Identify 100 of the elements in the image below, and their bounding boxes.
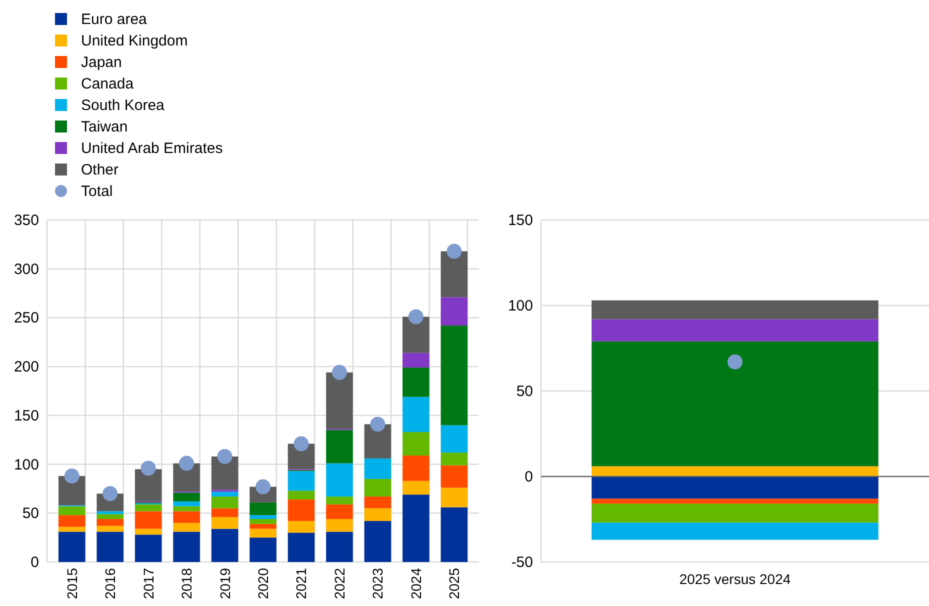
bar: [58, 506, 86, 516]
bar: [96, 514, 124, 520]
bar: [592, 504, 878, 523]
bar: [211, 528, 238, 562]
bar: [326, 532, 353, 562]
y-tick-label: 250: [14, 310, 39, 327]
bar: [173, 511, 200, 523]
bar: [592, 522, 878, 540]
bar: [96, 526, 124, 532]
y-tick-label: 350: [14, 212, 39, 229]
bar: [173, 501, 200, 506]
legend-label: Taiwan: [81, 118, 128, 136]
x-tick-label: 2016: [102, 568, 118, 600]
legend-label: Japan: [81, 54, 122, 71]
y-tick-label: 150: [14, 407, 39, 424]
x-tick-label: 2024: [408, 568, 424, 600]
bar: [592, 300, 878, 320]
y-tick-label: 100: [508, 298, 533, 314]
bar: [326, 372, 353, 430]
bar: [211, 492, 238, 497]
bar: [250, 502, 276, 516]
bar: [440, 507, 468, 562]
bar: [173, 522, 200, 532]
x-tick-label: 2017: [140, 568, 156, 600]
x-tick-label: 2015: [64, 568, 80, 600]
bar: [364, 496, 392, 508]
bar: [250, 515, 276, 520]
legend-label: South Korea: [81, 97, 166, 114]
bar: [250, 519, 276, 524]
y-tick-label: 200: [14, 358, 39, 376]
bar: [402, 432, 430, 456]
x-tick-label: 2021: [293, 568, 310, 600]
y-tick-label: -50: [511, 554, 533, 571]
legend-label: Canada: [81, 76, 134, 92]
bar: [134, 534, 162, 562]
bar: [592, 476, 878, 499]
bar: [58, 515, 86, 527]
bar: [211, 517, 238, 529]
bar: [440, 251, 468, 298]
bar: [440, 452, 468, 466]
bar: [402, 494, 430, 562]
y-tick-label: 150: [508, 212, 533, 229]
bar: [326, 496, 353, 504]
legend-label: United Kingdom: [81, 32, 188, 50]
point: [140, 460, 156, 476]
bar: [288, 499, 315, 521]
legend-label: United Arab Emirates: [81, 140, 223, 157]
bar: [402, 352, 430, 368]
y-tick-label: 0: [30, 554, 39, 571]
bar: [288, 520, 315, 533]
bar: [440, 488, 468, 508]
bar: [364, 458, 392, 479]
bar: [134, 469, 162, 502]
bar: [440, 297, 468, 326]
bar: [440, 326, 468, 426]
bar: [402, 316, 430, 353]
bar: [250, 528, 276, 538]
point: [64, 468, 80, 484]
bar: [58, 532, 86, 562]
x-tick-label: 2018: [178, 568, 195, 600]
bar: [326, 504, 353, 520]
point: [332, 364, 347, 380]
bar: [440, 465, 468, 488]
bar: [288, 532, 315, 562]
y-tick-label: 50: [516, 383, 533, 400]
x-tick-label: 2020: [255, 568, 271, 600]
bar: [250, 538, 276, 562]
bar: [134, 504, 162, 512]
bar: [364, 508, 392, 521]
bar: [134, 528, 162, 535]
bar: [364, 424, 392, 458]
point: [179, 456, 194, 471]
bar: [592, 498, 878, 504]
bar: [96, 519, 124, 526]
bar: [96, 532, 124, 562]
point: [408, 309, 424, 324]
bar: [402, 455, 430, 481]
point: [102, 486, 118, 502]
bar: [592, 319, 878, 342]
x-tick-label: 2019: [216, 568, 233, 600]
bar: [326, 519, 353, 532]
bar: [173, 532, 200, 562]
bar: [402, 368, 430, 397]
bar: [402, 396, 430, 432]
y-tick-label: 0: [524, 468, 533, 486]
y-tick-label: 300: [14, 260, 39, 278]
bar: [592, 466, 878, 476]
bar: [364, 520, 392, 562]
legend-label: Total: [81, 183, 113, 200]
point: [370, 416, 386, 432]
bar: [592, 341, 878, 466]
bar: [402, 480, 430, 495]
bar: [173, 506, 200, 512]
bar: [440, 425, 468, 453]
bar: [288, 490, 315, 500]
legend-label: Other: [81, 162, 119, 178]
point: [446, 244, 462, 259]
bar: [288, 471, 315, 491]
x-tick-label: 2025 versus 2024: [679, 571, 791, 587]
x-tick-label: 2025: [446, 568, 462, 600]
